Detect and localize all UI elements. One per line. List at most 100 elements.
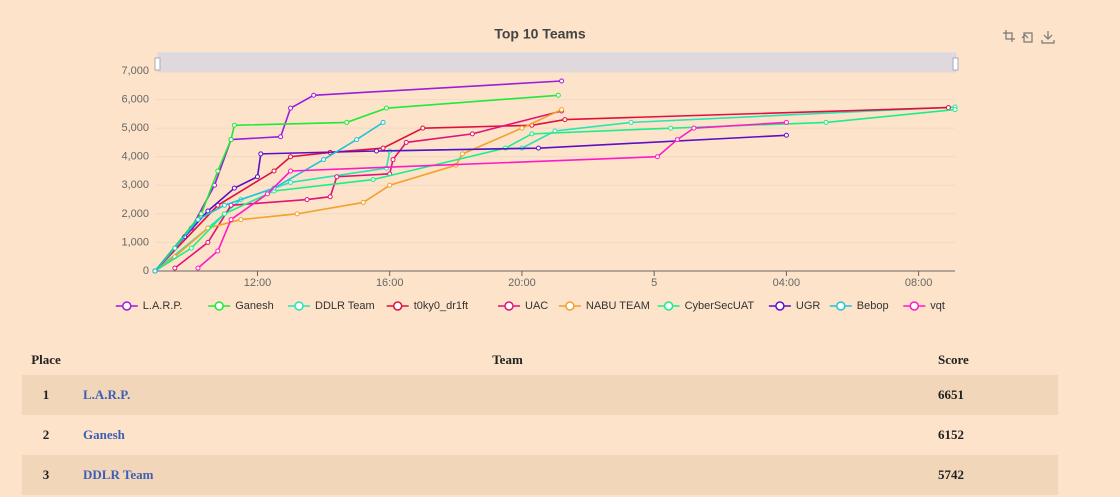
legend-item[interactable]: CyberSecUAT [657, 300, 755, 312]
download-icon[interactable] [1041, 31, 1055, 44]
data-point [288, 179, 294, 185]
series-line [197, 121, 787, 269]
legend-item[interactable]: Bebop [829, 300, 889, 312]
legend-label[interactable]: UAC [525, 300, 548, 312]
data-point [264, 191, 270, 197]
team-cell: L.A.R.P. [70, 375, 932, 415]
zoom-handle[interactable] [154, 57, 161, 71]
data-point [231, 185, 237, 191]
team-link[interactable]: Ganesh [83, 427, 125, 442]
legend-label[interactable]: L.A.R.P. [143, 300, 183, 312]
data-point [172, 265, 178, 271]
data-point [691, 125, 697, 131]
zoom-icon[interactable] [1003, 30, 1015, 42]
data-point [668, 125, 674, 131]
legend-label[interactable]: vqt [930, 300, 945, 312]
legend-item[interactable]: UGR [768, 300, 821, 312]
y-tick-label: 4,000 [121, 151, 149, 163]
series-line [154, 108, 562, 272]
data-point [390, 157, 396, 163]
score-cell: 6651 [938, 387, 964, 402]
data-point [823, 119, 829, 125]
column-header: Team [492, 352, 523, 367]
legend-item[interactable]: DDLR Team [288, 300, 375, 312]
data-point [373, 148, 379, 154]
team-link[interactable]: L.A.R.P. [83, 387, 131, 402]
legend-label[interactable]: CyberSecUAT [685, 300, 755, 312]
zoom-handle[interactable] [952, 57, 959, 71]
legend-swatch[interactable] [214, 301, 224, 311]
data-point [559, 78, 565, 84]
legend-item[interactable]: UAC [498, 300, 548, 312]
y-tick-label: 3,000 [121, 179, 149, 191]
legend-swatch[interactable] [504, 301, 514, 311]
legend-label[interactable]: Ganesh [235, 300, 274, 312]
data-point [288, 105, 294, 111]
data-point [327, 194, 333, 200]
data-point [354, 137, 360, 143]
legend-swatch[interactable] [836, 301, 846, 311]
y-tick-label: 6,000 [121, 93, 149, 105]
data-point [172, 245, 178, 251]
legend-item[interactable]: vqt [903, 300, 945, 312]
chart-title: Top 10 Teams [494, 26, 586, 42]
column-header: Place [31, 352, 61, 367]
data-point [674, 137, 680, 143]
data-point [258, 151, 264, 157]
data-point [952, 107, 958, 113]
data-point [188, 245, 194, 251]
data-point [380, 119, 386, 125]
x-tick-label: 20:00 [508, 277, 536, 289]
legend-swatch[interactable] [663, 301, 674, 311]
legend-label[interactable]: NABU TEAM [586, 300, 650, 312]
team-link[interactable]: DDLR Team [83, 467, 154, 482]
data-point [783, 119, 789, 125]
scoreboard-table: Place Team Score 1 L.A.R.P. 6651 2 Ganesh 615… [22, 345, 1058, 495]
x-tick-label: 12:00 [244, 277, 272, 289]
x-tick-label: 08:00 [905, 277, 933, 289]
legend-label[interactable]: Bebop [857, 300, 889, 312]
legend-swatch[interactable] [565, 301, 575, 311]
legend-label[interactable]: t0ky0_dr1ft [414, 300, 468, 312]
data-point [469, 131, 475, 137]
x-tick-label: 04:00 [773, 277, 801, 289]
data-zoom[interactable] [154, 52, 959, 73]
legend-item[interactable]: NABU TEAM [558, 300, 650, 312]
zoom-window[interactable] [158, 53, 956, 72]
data-point [278, 134, 284, 140]
legend-swatch[interactable] [392, 301, 403, 311]
data-point [370, 177, 376, 183]
legend-swatch[interactable] [122, 301, 132, 311]
table-body: 1 L.A.R.P. 6651 2 Ganesh 6152 3 DDLR Team 5742 [22, 375, 1058, 495]
score-cell: 6152 [938, 427, 964, 442]
restore-icon[interactable] [1021, 32, 1033, 43]
x-tick-label: 5 [651, 277, 657, 289]
legend-item[interactable]: L.A.R.P. [115, 300, 183, 312]
data-point [228, 137, 234, 143]
data-point [311, 92, 317, 98]
table-row: 3 DDLR Team 5742 [22, 455, 1058, 495]
score-cell: 5742 [938, 467, 964, 482]
data-point [288, 168, 294, 174]
data-point [294, 211, 300, 217]
data-point [215, 248, 221, 254]
data-point [195, 217, 201, 223]
legend-label[interactable]: DDLR Team [315, 300, 375, 312]
data-point [654, 154, 660, 160]
data-point [254, 174, 260, 180]
legend-item[interactable]: Ganesh [208, 300, 274, 312]
chart: Top 10 Teams 0 1,000 2,000 3,000 4,000 5,000 6… [115, 26, 1055, 312]
data-point [152, 268, 158, 274]
data-point [519, 125, 525, 131]
legend-swatch[interactable] [775, 301, 785, 311]
data-point [238, 217, 244, 223]
legend-item[interactable]: t0ky0_dr1ft [386, 300, 468, 312]
toolbox[interactable] [1003, 30, 1055, 44]
column-header: Score [938, 352, 969, 367]
legend-swatch[interactable] [294, 301, 304, 311]
legend-swatch[interactable] [909, 301, 920, 311]
series-line [154, 106, 949, 272]
legend-label[interactable]: UGR [796, 300, 821, 312]
data-point [195, 265, 201, 271]
data-point [271, 168, 277, 174]
